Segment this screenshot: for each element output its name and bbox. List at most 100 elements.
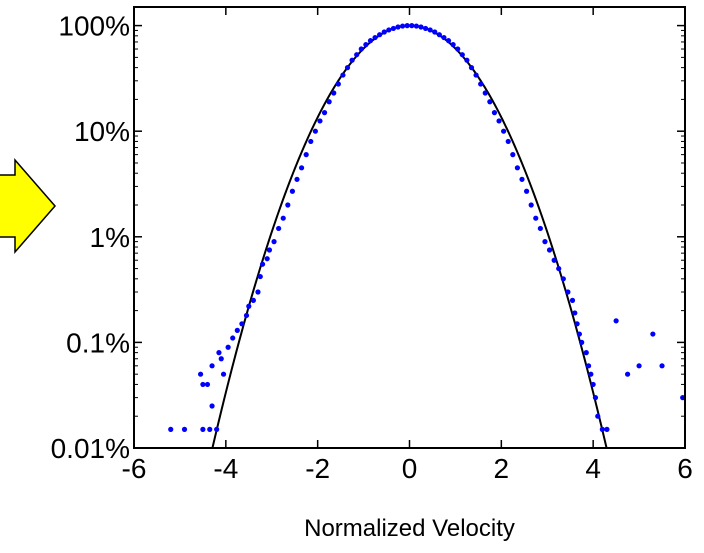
data-point: [257, 273, 263, 280]
data-point: [321, 110, 328, 116]
data-point: [230, 335, 236, 341]
data-point: [200, 381, 206, 388]
data-point: [592, 395, 599, 401]
data-point: [349, 57, 355, 63]
data-point: [266, 247, 273, 253]
data-point: [487, 99, 493, 105]
data-point: [491, 110, 498, 116]
data-point: [308, 138, 314, 145]
data-point: [636, 363, 642, 369]
data-point: [259, 261, 266, 267]
data-point: [289, 188, 296, 194]
data-point: [482, 90, 488, 96]
data-point: [317, 118, 323, 124]
data-point: [579, 339, 585, 345]
data-point: [599, 426, 605, 432]
data-point: [560, 276, 566, 282]
axis-ticks: -6 -4 -2 0 2 4 6 0.01% 0.1% 1% 10% 100%: [51, 7, 693, 484]
data-point: [445, 38, 452, 44]
x-tick-label: -4: [213, 453, 238, 484]
data-point: [409, 23, 415, 29]
x-axis-title: Normalized Velocity: [304, 515, 515, 542]
data-point: [209, 363, 215, 369]
data-point: [220, 371, 227, 377]
data-point: [200, 426, 206, 432]
data-point: [650, 331, 656, 337]
data-point: [468, 65, 475, 71]
data-point: [299, 165, 305, 171]
data-point: [450, 42, 456, 48]
data-point: [510, 152, 516, 158]
data-point: [501, 128, 507, 134]
data-point: [537, 225, 543, 232]
data-point: [326, 99, 332, 105]
x-tick-label: 4: [585, 453, 601, 484]
gaussian-fit-curve: [211, 24, 608, 448]
data-point: [436, 32, 442, 38]
data-point: [595, 413, 601, 419]
x-tick-label: 0: [402, 453, 418, 484]
data-point: [312, 128, 318, 134]
y-tick-label: 100%: [58, 11, 130, 42]
data-point: [225, 344, 231, 350]
data-point: [239, 321, 245, 327]
data-point: [386, 27, 392, 33]
data-point: [372, 34, 378, 41]
data-point: [585, 363, 592, 369]
x-tick-label: -6: [122, 453, 147, 484]
plot-area-frame: [133, 6, 686, 449]
data-point: [271, 239, 277, 245]
data-point: [264, 256, 270, 262]
data-point: [546, 247, 553, 253]
data-point: [276, 225, 282, 232]
data-point: [216, 350, 222, 356]
data-point: [533, 215, 539, 221]
data-point: [168, 426, 174, 432]
data-point: [459, 52, 465, 58]
data-point: [588, 371, 594, 377]
y-tick-label: 10%: [74, 116, 130, 147]
data-point: [335, 81, 341, 87]
data-point: [551, 257, 557, 263]
data-point: [569, 297, 576, 303]
data-point: [381, 29, 387, 35]
data-point: [432, 29, 438, 35]
data-point: [234, 327, 240, 333]
data-point: [395, 24, 401, 30]
data-point: [204, 381, 211, 388]
data-point: [418, 24, 424, 30]
data-point: [390, 25, 397, 32]
data-point: [572, 310, 578, 316]
data-point: [542, 239, 548, 245]
data-point: [404, 23, 410, 29]
data-point: [528, 202, 534, 208]
data-point: [427, 27, 433, 33]
data-point: [422, 25, 429, 32]
data-point: [303, 152, 309, 158]
data-point: [455, 46, 461, 52]
data-point: [496, 118, 502, 124]
data-point: [214, 426, 220, 432]
data-point: [377, 32, 383, 38]
data-point: [514, 165, 521, 171]
data-point: [367, 38, 374, 44]
data-point: [523, 188, 530, 194]
data-point: [505, 138, 511, 145]
data-point: [280, 215, 286, 221]
data-point: [441, 34, 447, 41]
data-point: [354, 52, 360, 58]
data-point: [659, 363, 665, 369]
x-tick-label: -2: [305, 453, 330, 484]
y-tick-label: 0.01%: [51, 433, 130, 464]
data-point: [565, 289, 571, 295]
data-point: [340, 72, 346, 78]
data-point: [285, 202, 291, 208]
data-point: [181, 426, 188, 432]
data-point: [218, 356, 224, 362]
data-point: [556, 265, 562, 272]
data-point: [574, 321, 580, 327]
data-point: [207, 426, 213, 432]
data-point: [478, 81, 484, 87]
data-point: [250, 297, 256, 303]
